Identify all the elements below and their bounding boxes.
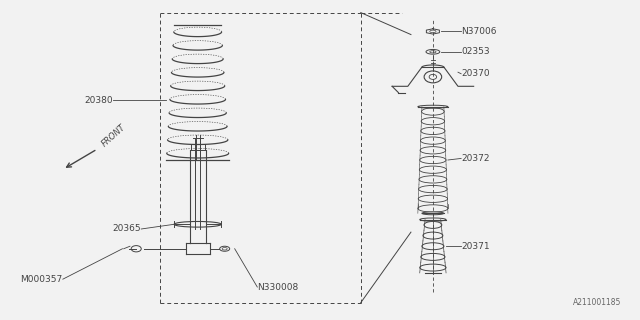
Text: N330008: N330008 xyxy=(257,283,298,292)
Text: 02353: 02353 xyxy=(461,47,490,56)
Text: 20380: 20380 xyxy=(84,96,113,105)
Text: A211001185: A211001185 xyxy=(573,298,621,308)
Ellipse shape xyxy=(422,212,444,215)
Ellipse shape xyxy=(418,105,448,108)
Ellipse shape xyxy=(420,218,446,221)
Text: 20365: 20365 xyxy=(113,225,141,234)
Text: M000357: M000357 xyxy=(20,275,63,284)
Text: N37006: N37006 xyxy=(461,27,497,36)
Text: 20372: 20372 xyxy=(461,154,490,163)
Text: 20370: 20370 xyxy=(461,69,490,78)
Text: 20371: 20371 xyxy=(461,242,490,251)
Text: FRONT: FRONT xyxy=(100,122,128,148)
